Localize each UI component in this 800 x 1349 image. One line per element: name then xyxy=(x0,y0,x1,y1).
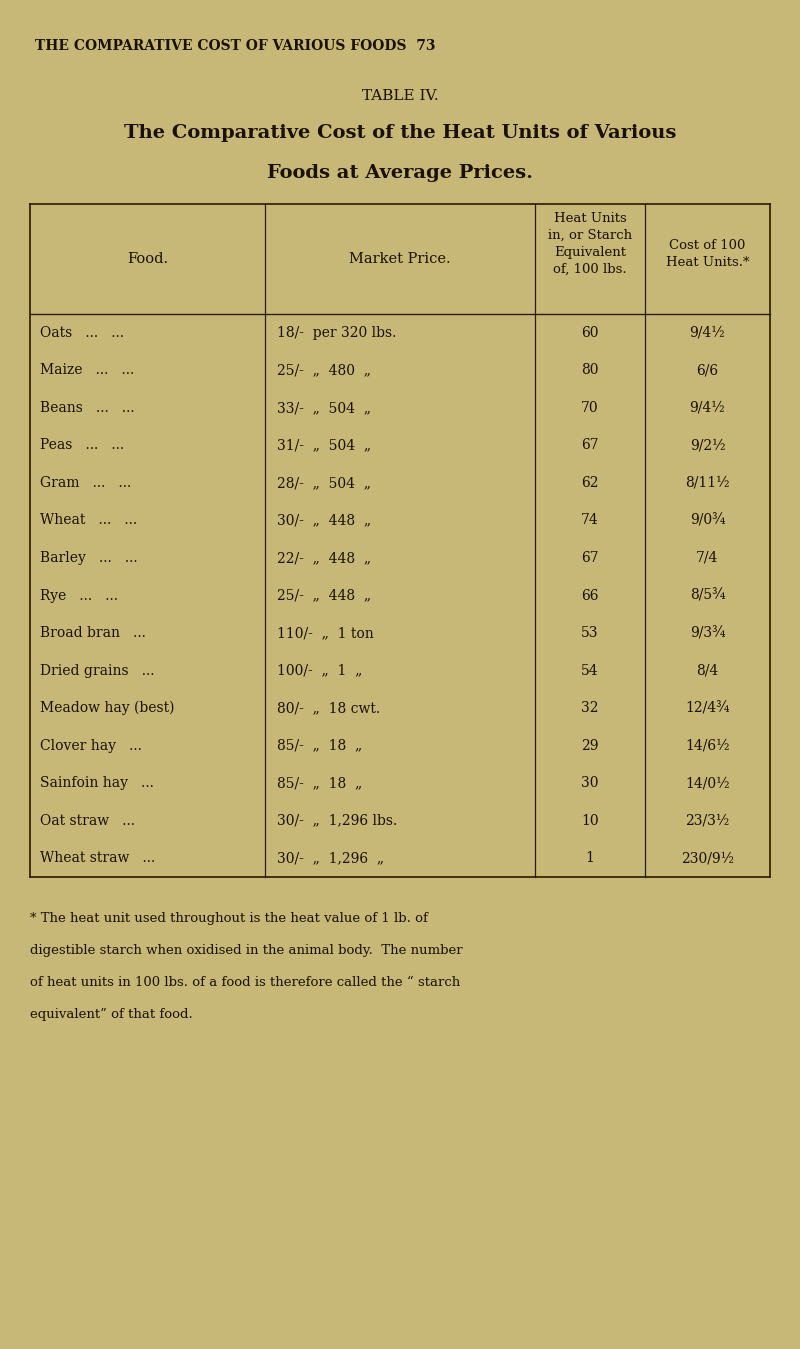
Text: 9/4½: 9/4½ xyxy=(690,401,726,415)
Text: 14/6½: 14/6½ xyxy=(685,739,730,753)
Text: Maize   ...   ...: Maize ... ... xyxy=(40,363,134,378)
Text: Foods at Average Prices.: Foods at Average Prices. xyxy=(267,165,533,182)
Text: Beans   ...   ...: Beans ... ... xyxy=(40,401,134,415)
Text: Oat straw   ...: Oat straw ... xyxy=(40,813,135,828)
Text: Dried grains   ...: Dried grains ... xyxy=(40,664,154,677)
Text: Barley   ...   ...: Barley ... ... xyxy=(40,550,138,565)
Text: 9/4½: 9/4½ xyxy=(690,325,726,340)
Text: Cost of 100
Heat Units.*: Cost of 100 Heat Units.* xyxy=(666,239,750,268)
Text: 12/4¾: 12/4¾ xyxy=(686,701,730,715)
Text: 9/2½: 9/2½ xyxy=(690,438,726,452)
Text: 100/-  „  1  „: 100/- „ 1 „ xyxy=(277,664,362,677)
Text: 53: 53 xyxy=(582,626,598,639)
Text: 85/-  „  18  „: 85/- „ 18 „ xyxy=(277,739,362,753)
Text: 66: 66 xyxy=(582,588,598,603)
Text: Broad bran   ...: Broad bran ... xyxy=(40,626,146,639)
Text: 74: 74 xyxy=(581,514,599,527)
Text: 25/-  „  480  „: 25/- „ 480 „ xyxy=(277,363,371,378)
Text: 33/-  „  504  „: 33/- „ 504 „ xyxy=(277,401,371,415)
Text: 9/0¾: 9/0¾ xyxy=(690,514,726,527)
Text: Rye   ...   ...: Rye ... ... xyxy=(40,588,118,603)
Text: 70: 70 xyxy=(581,401,599,415)
Text: 8/5¾: 8/5¾ xyxy=(690,588,726,603)
Text: 30/-  „  448  „: 30/- „ 448 „ xyxy=(277,514,371,527)
Text: Market Price.: Market Price. xyxy=(349,252,451,266)
Text: 7/4: 7/4 xyxy=(696,550,718,565)
Text: 80: 80 xyxy=(582,363,598,378)
Text: 25/-  „  448  „: 25/- „ 448 „ xyxy=(277,588,371,603)
Text: 230/9½: 230/9½ xyxy=(681,851,734,865)
Text: 18/-  per 320 lbs.: 18/- per 320 lbs. xyxy=(277,325,396,340)
Text: 28/-  „  504  „: 28/- „ 504 „ xyxy=(277,476,371,490)
Text: 30/-  „  1,296 lbs.: 30/- „ 1,296 lbs. xyxy=(277,813,398,828)
Text: Meadow hay (best): Meadow hay (best) xyxy=(40,701,174,715)
Text: 6/6: 6/6 xyxy=(697,363,718,378)
Text: 85/-  „  18  „: 85/- „ 18 „ xyxy=(277,776,362,791)
Text: 29: 29 xyxy=(582,739,598,753)
Text: of heat units in 100 lbs. of a food is therefore called the “ starch: of heat units in 100 lbs. of a food is t… xyxy=(30,975,460,989)
Text: 8/11½: 8/11½ xyxy=(685,476,730,490)
Text: equivalent” of that food.: equivalent” of that food. xyxy=(30,1008,193,1021)
Text: * The heat unit used throughout is the heat value of 1 lb. of: * The heat unit used throughout is the h… xyxy=(30,912,428,925)
Text: Peas   ...   ...: Peas ... ... xyxy=(40,438,124,452)
Text: 1: 1 xyxy=(586,851,594,865)
Text: Gram   ...   ...: Gram ... ... xyxy=(40,476,131,490)
Text: Wheat   ...   ...: Wheat ... ... xyxy=(40,514,137,527)
Text: 80/-  „  18 cwt.: 80/- „ 18 cwt. xyxy=(277,701,380,715)
Text: THE COMPARATIVE COST OF VARIOUS FOODS  73: THE COMPARATIVE COST OF VARIOUS FOODS 73 xyxy=(35,39,435,53)
Text: 23/3½: 23/3½ xyxy=(686,813,730,828)
Text: Wheat straw   ...: Wheat straw ... xyxy=(40,851,155,865)
Text: 30: 30 xyxy=(582,776,598,791)
Text: 54: 54 xyxy=(581,664,599,677)
Text: 32: 32 xyxy=(582,701,598,715)
Text: 110/-  „  1 ton: 110/- „ 1 ton xyxy=(277,626,374,639)
Text: Food.: Food. xyxy=(127,252,168,266)
Text: 14/0½: 14/0½ xyxy=(685,776,730,791)
Text: 67: 67 xyxy=(581,550,599,565)
Text: 62: 62 xyxy=(582,476,598,490)
Text: The Comparative Cost of the Heat Units of Various: The Comparative Cost of the Heat Units o… xyxy=(124,124,676,142)
Text: 9/3¾: 9/3¾ xyxy=(690,626,726,639)
Text: 30/-  „  1,296  „: 30/- „ 1,296 „ xyxy=(277,851,384,865)
Text: 60: 60 xyxy=(582,325,598,340)
Text: 31/-  „  504  „: 31/- „ 504 „ xyxy=(277,438,371,452)
Text: 67: 67 xyxy=(581,438,599,452)
Text: Heat Units
in, or Starch
Equivalent
of, 100 lbs.: Heat Units in, or Starch Equivalent of, … xyxy=(548,212,632,277)
Text: 8/4: 8/4 xyxy=(696,664,718,677)
Text: TABLE IV.: TABLE IV. xyxy=(362,89,438,103)
Text: Clover hay   ...: Clover hay ... xyxy=(40,739,142,753)
Text: 22/-  „  448  „: 22/- „ 448 „ xyxy=(277,550,371,565)
Text: digestible starch when oxidised in the animal body.  The number: digestible starch when oxidised in the a… xyxy=(30,944,462,956)
Text: Oats   ...   ...: Oats ... ... xyxy=(40,325,124,340)
Text: 10: 10 xyxy=(581,813,599,828)
Text: Sainfoin hay   ...: Sainfoin hay ... xyxy=(40,776,154,791)
